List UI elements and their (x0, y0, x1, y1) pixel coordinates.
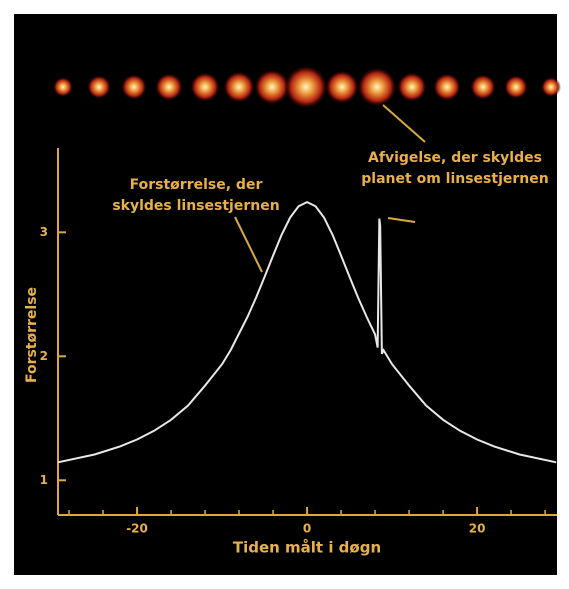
leader-line (382, 104, 426, 143)
lens-dot (325, 70, 359, 104)
y-tick-label: 3 (40, 225, 48, 239)
lens-dot (397, 72, 427, 102)
y-tick-label: 2 (40, 349, 48, 363)
lens-images (53, 65, 561, 109)
leader-line (234, 216, 263, 273)
lens-dot (53, 77, 73, 97)
annotation: planet om linsestjernen (361, 171, 548, 187)
lens-dot (433, 73, 461, 101)
leader-line (387, 217, 416, 223)
lens-dot (541, 77, 561, 97)
lens-dot (223, 71, 255, 103)
background (14, 14, 557, 575)
y-tick-label: 1 (40, 473, 48, 487)
x-tick-label: 0 (303, 522, 311, 536)
lens-dot (357, 67, 397, 107)
x-axis-label: Tiden målt i døgn (233, 539, 381, 557)
lens-dot (470, 74, 496, 100)
lens-dot (190, 72, 220, 102)
lens-dot (87, 75, 111, 99)
annotation: Afvigelse, der skyldes (368, 150, 542, 166)
y-axis-label: Forstørrelse (24, 287, 40, 383)
annotation: Forstørrelse, der (130, 177, 263, 193)
x-tick-label: 20 (469, 522, 486, 536)
x-tick-label: -20 (126, 522, 148, 536)
lens-dot (121, 74, 147, 100)
lens-dot (504, 75, 528, 99)
lens-dot (155, 73, 183, 101)
lens-dot (254, 69, 290, 105)
lens-dot (284, 65, 328, 109)
curve (57, 200, 557, 464)
annotation: skyldes linsestjernen (112, 198, 279, 214)
